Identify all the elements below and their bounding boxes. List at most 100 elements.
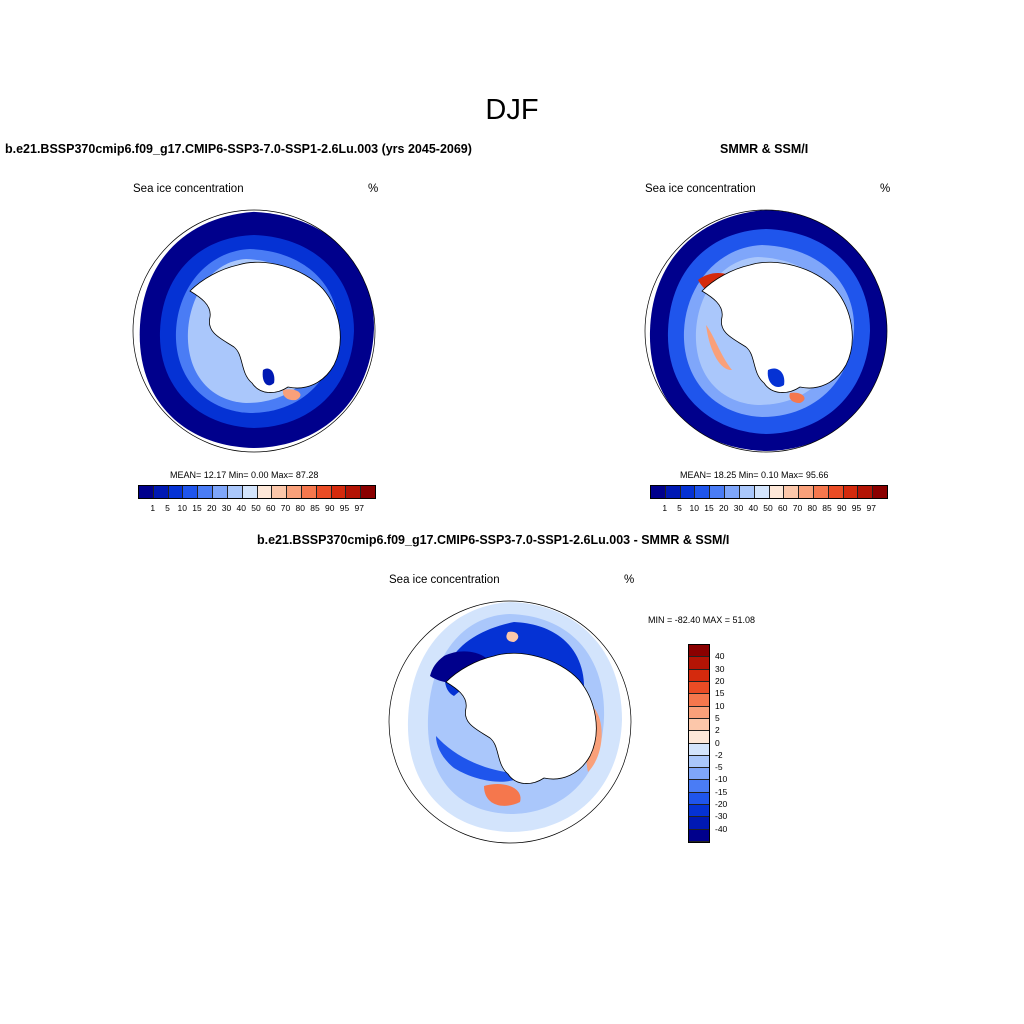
accent-patch-2: [706, 325, 732, 371]
colorbar-box: [168, 486, 184, 498]
diff-colorbar: [688, 644, 710, 843]
colorbar-box: [361, 486, 375, 498]
colorbar-box: [651, 486, 666, 498]
colorbar-tick-label: 40: [715, 651, 725, 662]
antarctica-land: [189, 261, 341, 393]
colorbar-tick-label: 60: [266, 503, 276, 513]
colorbar-tick-label: 60: [778, 503, 788, 513]
colorbar-box: [689, 805, 709, 818]
colorbar-box: [873, 486, 887, 498]
colorbar-box: [198, 486, 214, 498]
colorbar-box: [725, 486, 740, 498]
colorbar-tick-label: 15: [704, 503, 714, 513]
colorbar-tick-label: 90: [837, 503, 847, 513]
colorbar-box: [257, 486, 273, 498]
colorbar-box: [689, 755, 709, 769]
colorbar-tick-label: 40: [236, 503, 246, 513]
colorbar-tick-label: 5: [165, 503, 170, 513]
colorbar-tick-label: 10: [715, 700, 725, 711]
colorbar-box: [769, 486, 785, 498]
colorbar-box: [689, 768, 709, 781]
colorbar-tick-label: 5: [715, 712, 720, 723]
ice-shelf-dark: [767, 368, 785, 388]
colorbar-tick-label: 15: [715, 688, 725, 699]
colorbar-tick-label: 70: [280, 503, 291, 513]
colorbar-box: [689, 731, 709, 744]
colorbar-tick-label: 30: [221, 503, 232, 513]
diff-ring-5: [436, 736, 524, 782]
right-panel-variable: Sea ice concentration: [645, 183, 756, 195]
colorbar-tick-label: -30: [715, 811, 728, 822]
colorbar-tick-label: 80: [295, 503, 305, 513]
colorbar-box: [710, 486, 726, 498]
colorbar-box: [689, 780, 709, 793]
accent-patch-3: [789, 392, 805, 403]
diff-panel-units: %: [624, 574, 635, 586]
right-colorbar-ticks: 1 5 10 15 20 30 40 50 60 70 80 85 90 95 97: [650, 503, 888, 515]
ice-shelf-dark: [262, 368, 275, 386]
colorbar-tick-label: 50: [763, 503, 773, 513]
diff-panel-title: b.e21.BSSP370cmip6.f09_g17.CMIP6-SSP3-7.…: [257, 533, 730, 547]
colorbar-box: [689, 681, 709, 695]
accent-patch-2: [282, 389, 301, 401]
colorbar-box: [242, 486, 258, 498]
colorbar-box: [689, 669, 709, 682]
colorbar-box: [858, 486, 874, 498]
right-panel-stats: MEAN= 18.25 Min= 0.10 Max= 95.66: [680, 470, 829, 480]
colorbar-box: [680, 486, 696, 498]
colorbar-box: [689, 657, 709, 670]
colorbar-tick-label: 20: [207, 503, 217, 513]
colorbar-tick-label: -5: [715, 762, 723, 773]
colorbar-box: [843, 486, 859, 498]
right-colorbar: [650, 485, 888, 499]
left-colorbar: [138, 485, 376, 499]
colorbar-box: [739, 486, 755, 498]
diff-polar-map: [388, 600, 632, 844]
colorbar-tick-label: 85: [822, 503, 832, 513]
colorbar-tick-label: 95: [851, 503, 862, 513]
colorbar-tick-label: -10: [715, 774, 728, 785]
colorbar-tick-label: 90: [325, 503, 335, 513]
left-panel-units: %: [368, 183, 379, 195]
colorbar-box: [153, 486, 169, 498]
colorbar-box: [828, 486, 844, 498]
colorbar-tick-label: 80: [807, 503, 817, 513]
left-panel-title: b.e21.BSSP370cmip6.f09_g17.CMIP6-SSP3-7.…: [5, 142, 472, 156]
colorbar-tick-label: 2: [715, 725, 720, 736]
colorbar-box: [799, 486, 814, 498]
colorbar-box: [213, 486, 228, 498]
colorbar-box: [689, 706, 709, 719]
colorbar-tick-label: -15: [715, 786, 728, 797]
colorbar-tick-label: 30: [733, 503, 744, 513]
antarctica-land: [701, 261, 853, 393]
colorbar-tick-label: 85: [310, 503, 320, 513]
colorbar-tick-label: 15: [192, 503, 202, 513]
colorbar-tick-label: -40: [715, 823, 728, 834]
colorbar-box: [689, 743, 709, 756]
colorbar-tick-label: 40: [748, 503, 758, 513]
figure-title: DJF: [485, 94, 539, 126]
colorbar-tick-label: 10: [177, 503, 187, 513]
diff-pos-3: [506, 631, 519, 642]
colorbar-tick-label: 20: [719, 503, 729, 513]
colorbar-box: [689, 829, 709, 842]
left-panel-variable: Sea ice concentration: [133, 183, 244, 195]
left-colorbar-ticks: 1 5 10 15 20 30 40 50 60 70 80 85 90 95 97: [138, 503, 376, 515]
left-panel-stats: MEAN= 12.17 Min= 0.00 Max= 87.28: [170, 470, 319, 480]
colorbar-box: [316, 486, 332, 498]
diff-pos-1: [484, 783, 521, 806]
colorbar-tick-label: 1: [150, 503, 156, 513]
colorbar-tick-label: 97: [354, 503, 364, 513]
colorbar-tick-label: 20: [715, 675, 725, 686]
colorbar-tick-label: 0: [715, 737, 720, 748]
colorbar-box: [301, 486, 317, 498]
colorbar-box: [813, 486, 829, 498]
colorbar-box: [287, 486, 302, 498]
colorbar-tick-label: 50: [251, 503, 261, 513]
colorbar-tick-label: -2: [715, 749, 723, 760]
right-panel-units: %: [880, 183, 891, 195]
colorbar-box: [689, 792, 709, 806]
colorbar-box: [689, 694, 709, 707]
colorbar-box: [689, 645, 709, 658]
colorbar-tick-label: 97: [866, 503, 876, 513]
